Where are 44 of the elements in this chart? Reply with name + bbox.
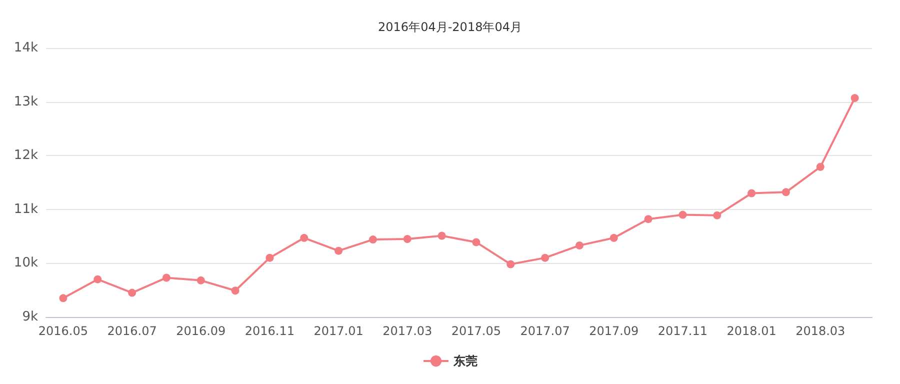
point xyxy=(782,188,790,196)
x-tick-label: 2017.11 xyxy=(658,324,708,338)
x-tick-label: 2017.05 xyxy=(451,324,502,338)
point xyxy=(678,210,687,219)
x-tick-label: 2016.09 xyxy=(176,324,226,338)
y-tick-label: 9k xyxy=(22,310,38,324)
point xyxy=(713,211,722,220)
point xyxy=(231,286,240,295)
point xyxy=(644,215,652,224)
point xyxy=(541,254,550,262)
point xyxy=(266,254,274,262)
y-tick-label: 12k xyxy=(14,148,38,164)
x-tick-label: 2018.03 xyxy=(796,324,846,338)
y-tick-label: 11k xyxy=(14,202,38,217)
point xyxy=(610,234,618,242)
point xyxy=(748,189,756,198)
point xyxy=(59,294,68,302)
x-tick-label: 2018.01 xyxy=(726,324,776,338)
point xyxy=(816,162,824,171)
x-tick-label: 2016.05 xyxy=(38,324,88,338)
point xyxy=(403,234,412,243)
point xyxy=(575,241,584,250)
x-tick-label: 2017.07 xyxy=(520,324,570,338)
y-tick-label: 10k xyxy=(14,256,38,271)
x-tick-label: 2016.11 xyxy=(244,324,295,338)
point xyxy=(162,274,170,282)
y-tick-label: 14k xyxy=(14,40,38,56)
x-tick-label: 2017.09 xyxy=(589,324,639,338)
legend-label: 东莞 xyxy=(452,354,478,368)
point xyxy=(196,276,205,284)
point xyxy=(438,232,446,240)
chart-title: 2016年04月-2018年04月 xyxy=(378,20,522,34)
point xyxy=(334,246,343,255)
point xyxy=(472,238,480,246)
point xyxy=(128,288,136,297)
y-tick-label: 13k xyxy=(14,94,38,110)
x-tick-label: 2016.07 xyxy=(107,324,157,338)
point xyxy=(850,94,859,102)
point xyxy=(368,236,377,244)
x-tick-label: 2017.03 xyxy=(382,324,432,338)
point xyxy=(506,260,515,268)
point xyxy=(94,275,102,284)
point xyxy=(300,234,308,242)
x-tick-label: 2017.01 xyxy=(314,324,364,338)
